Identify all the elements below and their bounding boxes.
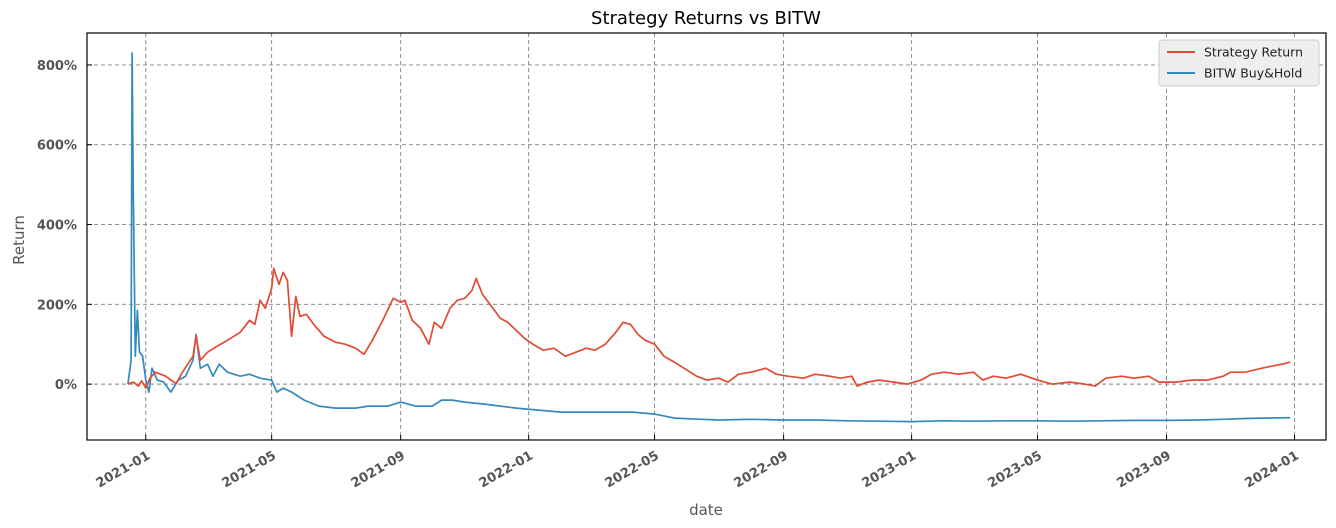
chart-title: Strategy Returns vs BITW	[591, 8, 821, 29]
x-axis-ticks: 2021-01 2021-05 2021-09 2022-01 2022-05 2022-…	[94, 435, 1302, 491]
x-tick-label: 2022-05	[603, 448, 662, 491]
legend-label-bitw-buy-hold: BITW Buy&Hold	[1204, 66, 1302, 81]
y-tick-label: 200%	[37, 298, 77, 313]
x-tick-label: 2023-09	[1115, 448, 1174, 491]
x-tick-label: 2022-09	[732, 448, 791, 491]
x-tick-label: 2021-05	[220, 448, 279, 491]
plot-area-frame	[86, 32, 1327, 441]
y-axis-label: Return	[10, 215, 28, 265]
series-layer	[127, 52, 1291, 423]
series-line-strategy-return	[127, 267, 1291, 389]
x-tick-label: 2021-01	[94, 448, 153, 491]
legend: Strategy Return BITW Buy&Hold	[1158, 39, 1320, 87]
grid	[87, 33, 1326, 440]
x-axis-label: date	[689, 501, 723, 519]
y-tick-label: 400%	[37, 219, 77, 234]
y-tick-label: 800%	[37, 59, 77, 74]
legend-label-strategy-return: Strategy Return	[1204, 45, 1303, 60]
x-tick-label: 2023-05	[986, 448, 1045, 491]
y-tick-label: 600%	[37, 139, 77, 154]
y-tick-label: 0%	[55, 378, 77, 393]
series-line-bitw-buy-hold	[127, 52, 1291, 423]
x-tick-label: 2022-01	[477, 448, 536, 491]
x-tick-label: 2021-09	[349, 448, 408, 491]
x-tick-label: 2023-01	[860, 448, 919, 491]
x-tick-label: 2024-01	[1243, 448, 1302, 491]
y-axis-ticks: 0% 200% 400% 600% 800%	[37, 59, 92, 393]
legend-box	[1158, 39, 1320, 87]
